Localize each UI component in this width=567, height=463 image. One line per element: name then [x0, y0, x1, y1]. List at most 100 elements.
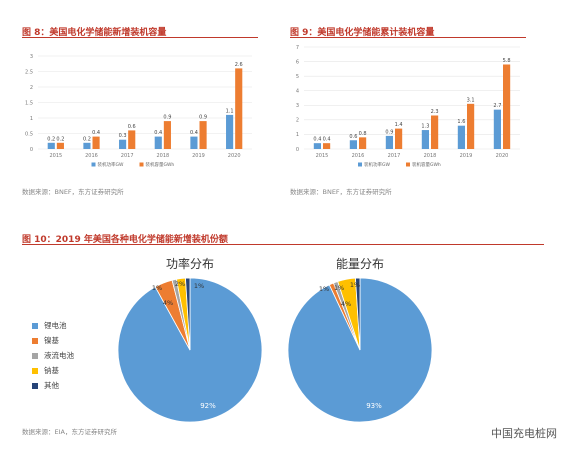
y-tick-label: 4 — [296, 89, 299, 95]
bar — [226, 114, 234, 149]
fig10-title: 图 10：2019 年美国各种电化学储能新增装机份额 — [22, 235, 228, 245]
bar — [235, 68, 243, 149]
bar — [457, 125, 465, 149]
legend-swatch — [91, 162, 96, 167]
pie-slice — [185, 277, 191, 351]
data-label: 0.3 — [119, 133, 127, 139]
fig9-source: 数据来源：BNEF，东方证券研究所 — [290, 188, 392, 196]
data-label: 0.8 — [359, 131, 367, 137]
y-tick-label: 7 — [296, 45, 299, 51]
legend-label: 锂电池 — [44, 321, 67, 330]
pie-value-label: 92% — [200, 402, 216, 410]
pie-value-label: 1% — [319, 285, 329, 293]
data-label: 1.6 — [457, 119, 465, 125]
y-tick-label: 0 — [296, 147, 299, 153]
bar — [421, 130, 429, 149]
pie-value-label: 2% — [175, 280, 185, 288]
y-tick-label: 6 — [296, 59, 299, 65]
y-tick-label: 1 — [296, 132, 299, 138]
bar — [154, 136, 162, 149]
data-label: 0.4 — [323, 137, 331, 143]
bar — [503, 64, 511, 149]
y-tick-label: 1.5 — [25, 100, 33, 106]
x-tick-label: 2015 — [316, 153, 329, 159]
pie-title: 能量分布 — [336, 257, 384, 271]
y-tick-label: 0.5 — [25, 131, 33, 137]
fig8-source: 数据来源：BNEF，东方证券研究所 — [22, 188, 124, 196]
legend-label: 装机功率GW — [364, 161, 390, 168]
data-label: 0.6 — [349, 134, 357, 140]
data-label: 0.4 — [92, 130, 100, 136]
data-label: 2.7 — [493, 103, 501, 109]
fig8-title: 图 8：美国电化学储能新增装机容量 — [22, 28, 167, 38]
pie-slice — [355, 277, 361, 351]
bar — [359, 137, 367, 149]
bar — [431, 115, 439, 149]
legend-swatch — [139, 162, 144, 167]
bar — [349, 140, 357, 149]
pie-value-label: 1% — [334, 284, 344, 292]
bar — [395, 128, 403, 149]
legend-item-sodium: 钠基 — [32, 363, 74, 378]
pie-value-label: 1% — [194, 282, 204, 290]
bar — [56, 142, 64, 149]
data-label: 0.9 — [163, 115, 171, 121]
legend-label: 装机容量GWh — [146, 161, 175, 168]
data-label: 1.1 — [226, 108, 234, 114]
bar — [128, 130, 136, 149]
pie-value-label: 4% — [163, 299, 173, 307]
data-label: 0.2 — [47, 136, 55, 142]
bar — [493, 109, 501, 149]
x-tick-label: 2020 — [228, 153, 241, 159]
x-tick-label: 2016 — [352, 153, 365, 159]
legend-label: 其他 — [44, 381, 59, 390]
x-tick-label: 2018 — [424, 153, 437, 159]
bar — [199, 121, 207, 149]
pie-title: 功率分布 — [166, 256, 214, 271]
x-tick-label: 2019 — [460, 153, 473, 159]
bar — [190, 136, 198, 149]
x-tick-label: 2019 — [192, 153, 205, 159]
data-label: 0.9 — [385, 129, 393, 135]
legend-item-other: 其他 — [32, 378, 74, 393]
y-tick-label: 2 — [30, 85, 33, 91]
watermark: 中国充电桩网 — [491, 427, 557, 440]
x-tick-label: 2018 — [156, 153, 169, 159]
fig10-rule — [22, 244, 544, 245]
data-label: 0.2 — [56, 136, 64, 142]
data-label: 0.4 — [313, 137, 321, 143]
legend-swatch — [358, 162, 362, 167]
pie-value-label: 4% — [341, 300, 351, 308]
y-tick-label: 2.5 — [25, 69, 33, 75]
data-label: 0.4 — [154, 130, 162, 136]
x-tick-label: 2017 — [121, 153, 134, 159]
legend-label: 液流电池 — [44, 351, 74, 360]
legend-swatch — [406, 162, 410, 167]
y-tick-label: 3 — [30, 54, 33, 60]
fig9-rule — [290, 37, 526, 38]
legend-label: 装机功率GW — [98, 161, 124, 168]
y-tick-label: 0 — [30, 147, 33, 153]
data-label: 0.6 — [128, 124, 136, 130]
bar — [163, 121, 171, 149]
data-label: 0.9 — [199, 115, 207, 121]
legend-item-flow: 液流电池 — [32, 348, 74, 363]
bar — [83, 142, 91, 149]
x-tick-label: 2015 — [49, 153, 62, 159]
bar — [92, 136, 100, 149]
x-tick-label: 2017 — [388, 153, 401, 159]
bar — [313, 143, 321, 149]
bar — [467, 103, 475, 149]
data-label: 3.1 — [467, 97, 475, 103]
pie-value-label: 1% — [350, 281, 360, 289]
legend-item-lithium: 锂电池 — [32, 318, 74, 333]
data-label: 5.8 — [503, 58, 511, 64]
y-tick-label: 2 — [296, 118, 299, 124]
data-label: 2.3 — [431, 109, 439, 115]
pie-legend: 锂电池 镍基 液流电池 钠基 其他 — [32, 318, 74, 393]
y-tick-label: 3 — [296, 103, 299, 109]
bar — [119, 139, 127, 149]
